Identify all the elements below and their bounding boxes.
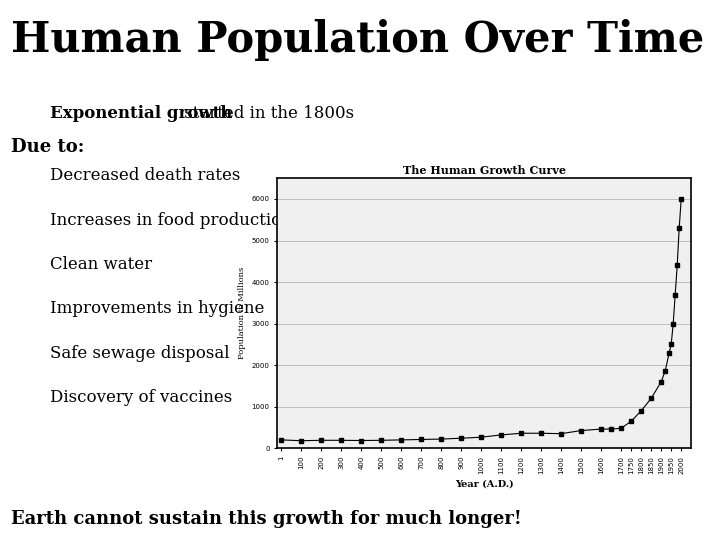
X-axis label: Year (A.D.): Year (A.D.) xyxy=(455,480,513,488)
Text: Human Population Over Time: Human Population Over Time xyxy=(11,19,704,61)
Text: Discovery of vaccines: Discovery of vaccines xyxy=(50,389,233,406)
Y-axis label: Population in Millions: Population in Millions xyxy=(238,267,246,359)
Text: Improvements in hygiene: Improvements in hygiene xyxy=(50,300,265,317)
Text: Safe sewage disposal: Safe sewage disposal xyxy=(50,345,230,361)
Text: Decreased death rates: Decreased death rates xyxy=(50,167,240,184)
Text: Increases in food production: Increases in food production xyxy=(50,212,292,228)
Text: started in the 1800s: started in the 1800s xyxy=(179,105,354,122)
Text: Earth cannot sustain this growth for much longer!: Earth cannot sustain this growth for muc… xyxy=(11,510,521,528)
Text: Due to:: Due to: xyxy=(11,138,84,156)
Title: The Human Growth Curve: The Human Growth Curve xyxy=(402,165,566,176)
Text: Exponential growth: Exponential growth xyxy=(50,105,233,122)
Text: Clean water: Clean water xyxy=(50,256,153,273)
